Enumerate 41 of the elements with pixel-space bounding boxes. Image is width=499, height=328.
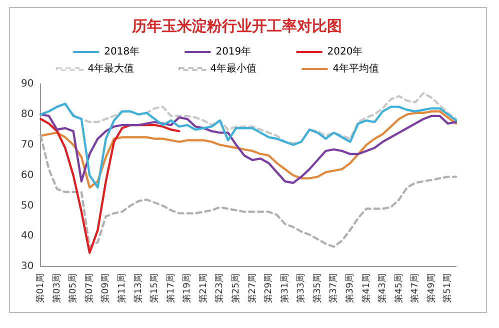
x-tick-label: 第41周: [360, 274, 372, 303]
x-tick-label: 第27周: [246, 274, 258, 303]
y-tick-label: 80: [20, 109, 34, 120]
x-tick-label: 第29周: [263, 274, 274, 303]
x-tick-label: 第37周: [328, 274, 340, 303]
y-tick-label: 40: [20, 230, 34, 242]
x-tick-label: 第01周: [35, 274, 46, 303]
x-tick-label: 第11周: [116, 274, 128, 303]
x-tick-label: 第21周: [198, 274, 209, 303]
y-tick-label: 50: [20, 200, 34, 212]
x-tick-label: 第03周: [51, 274, 62, 303]
x-tick-label: 第35周: [312, 274, 323, 303]
line-series: [40, 134, 458, 248]
legend-label: 2020年: [327, 46, 401, 58]
x-tick-label: 第09周: [100, 274, 112, 303]
legend-label: 2019年: [216, 46, 290, 58]
x-tick-label: 第19周: [182, 274, 193, 303]
x-tick-label: 第49周: [426, 274, 437, 303]
x-tick-label: 第33周: [296, 274, 307, 303]
legend-label: 4年平均值: [332, 62, 418, 75]
x-tick-label: 第31周: [279, 274, 290, 303]
y-tick-label: 70: [20, 139, 34, 150]
x-tick-label: 第17周: [165, 274, 176, 303]
legend-label: 4年最大值: [88, 62, 172, 75]
chart-title: 历年玉米淀粉行业开工率对比图: [131, 16, 342, 35]
x-tick-label: 第15周: [149, 274, 160, 303]
x-tick-label: 第43周: [377, 274, 388, 303]
x-tick-label: 第51周: [442, 274, 454, 303]
x-tick-label: 第05周: [68, 274, 79, 303]
y-tick-label: 90: [20, 78, 34, 90]
y-tick-label: 60: [20, 170, 34, 181]
x-tick-label: 第07周: [84, 274, 95, 303]
x-tick-label: 第13周: [132, 274, 144, 303]
legend-label: 2018年: [104, 46, 178, 58]
legend-label: 4年最小值: [210, 62, 295, 75]
x-tick-label: 第47周: [410, 274, 421, 303]
x-tick-label: 第39周: [344, 274, 356, 303]
x-tick-label: 第45周: [393, 274, 404, 303]
x-tick-label: 第25周: [230, 274, 242, 303]
x-tick-label: 第23周: [214, 274, 226, 303]
y-tick-label: 30: [20, 261, 34, 272]
